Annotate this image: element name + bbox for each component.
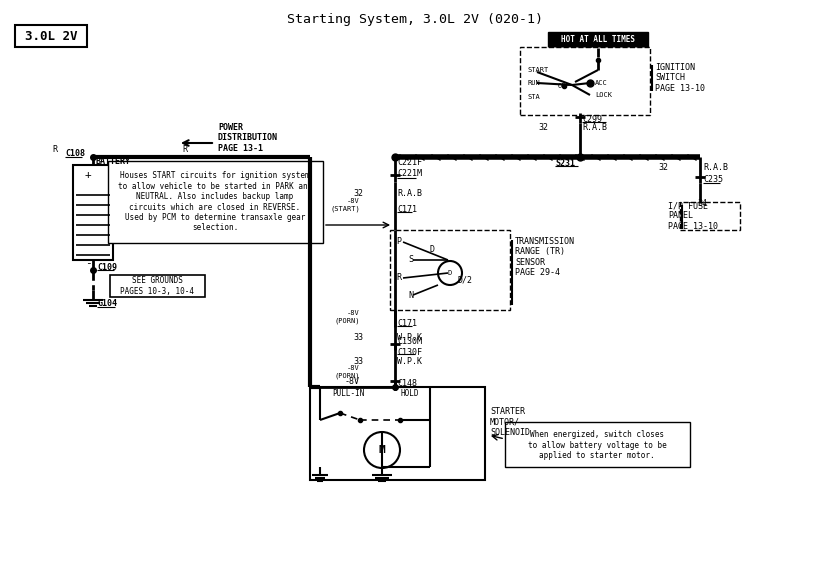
Text: R.A.B: R.A.B <box>397 189 422 197</box>
Text: R: R <box>52 145 57 155</box>
Text: STARTER
MOTOR/
SOLENOID: STARTER MOTOR/ SOLENOID <box>490 407 530 437</box>
Text: 32: 32 <box>538 122 548 132</box>
Text: C299: C299 <box>582 114 602 124</box>
FancyBboxPatch shape <box>108 161 323 243</box>
Text: C221F
C221M: C221F C221M <box>397 158 422 178</box>
Text: C148: C148 <box>397 380 417 389</box>
Text: D: D <box>448 270 452 276</box>
Text: C235: C235 <box>703 175 723 185</box>
Text: 33: 33 <box>353 358 363 366</box>
FancyBboxPatch shape <box>310 387 485 480</box>
Text: 32: 32 <box>658 163 668 171</box>
FancyBboxPatch shape <box>15 25 87 47</box>
Text: R: R <box>396 274 401 282</box>
Text: RUN: RUN <box>527 80 540 86</box>
Text: P: P <box>396 237 401 247</box>
Text: Houses START circuits for ignition system
to allow vehicle to be started in PARK: Houses START circuits for ignition syste… <box>118 171 312 232</box>
Text: BATTERY: BATTERY <box>95 156 130 166</box>
Text: 32: 32 <box>353 189 363 197</box>
Text: D: D <box>430 246 435 255</box>
Text: -8V
(PORN): -8V (PORN) <box>335 365 360 379</box>
Text: ACC: ACC <box>595 80 607 86</box>
Text: G104: G104 <box>97 300 117 309</box>
Text: HOT AT ALL TIMES: HOT AT ALL TIMES <box>561 36 635 44</box>
Text: 34: 34 <box>697 200 707 209</box>
Text: W.P.K: W.P.K <box>397 358 422 366</box>
FancyBboxPatch shape <box>390 230 510 310</box>
Text: C130M
C130F: C130M C130F <box>397 338 422 356</box>
Text: -8V
(PORN): -8V (PORN) <box>335 310 360 324</box>
Text: S: S <box>408 255 413 264</box>
Text: C171: C171 <box>397 205 417 213</box>
Text: TRANSMISSION
RANGE (TR)
SENSOR
PAGE 29-4: TRANSMISSION RANGE (TR) SENSOR PAGE 29-4 <box>515 237 575 277</box>
Text: +: + <box>85 170 91 180</box>
FancyBboxPatch shape <box>520 47 650 115</box>
Text: -8V
(START): -8V (START) <box>330 198 360 212</box>
Text: S231: S231 <box>555 159 575 167</box>
Text: When energized, switch closes
to allow battery voltage to be
applied to starter : When energized, switch closes to allow b… <box>528 430 666 460</box>
Text: C109: C109 <box>97 263 117 271</box>
Text: I/P FUSE
PANEL
PAGE 13-10: I/P FUSE PANEL PAGE 13-10 <box>668 201 718 231</box>
Text: START: START <box>527 67 548 73</box>
Text: PULL-IN: PULL-IN <box>332 389 364 397</box>
Text: M: M <box>379 445 386 455</box>
FancyBboxPatch shape <box>505 422 690 467</box>
Text: R.A.B: R.A.B <box>582 122 607 132</box>
Text: POWER
DISTRIBUTION
PAGE 13-1: POWER DISTRIBUTION PAGE 13-1 <box>218 123 278 153</box>
Text: SEE GROUNDS
PAGES 10-3, 10-4: SEE GROUNDS PAGES 10-3, 10-4 <box>120 277 194 296</box>
Text: -: - <box>85 258 91 268</box>
Text: R: R <box>183 145 188 155</box>
Text: B4: B4 <box>587 40 597 49</box>
FancyBboxPatch shape <box>548 32 648 48</box>
Text: 33: 33 <box>353 332 363 342</box>
Text: C171: C171 <box>397 319 417 328</box>
Text: N: N <box>408 290 413 300</box>
Text: HOLD: HOLD <box>401 389 420 397</box>
Text: IGNITION
SWITCH
PAGE 13-10: IGNITION SWITCH PAGE 13-10 <box>655 63 705 93</box>
Text: -8V: -8V <box>345 377 360 385</box>
Text: Starting System, 3.0L 2V (020-1): Starting System, 3.0L 2V (020-1) <box>287 13 543 26</box>
FancyBboxPatch shape <box>110 275 205 297</box>
FancyBboxPatch shape <box>680 202 740 230</box>
Text: D/2: D/2 <box>458 275 473 285</box>
Text: R.A.B: R.A.B <box>703 163 728 171</box>
Text: 3.0L 2V: 3.0L 2V <box>25 29 77 43</box>
Text: OFF: OFF <box>558 83 571 89</box>
Text: C108: C108 <box>65 150 85 159</box>
Text: LOCK: LOCK <box>595 92 612 98</box>
FancyBboxPatch shape <box>73 165 113 260</box>
Text: W.P.K: W.P.K <box>397 332 422 342</box>
Text: STA: STA <box>527 94 540 100</box>
